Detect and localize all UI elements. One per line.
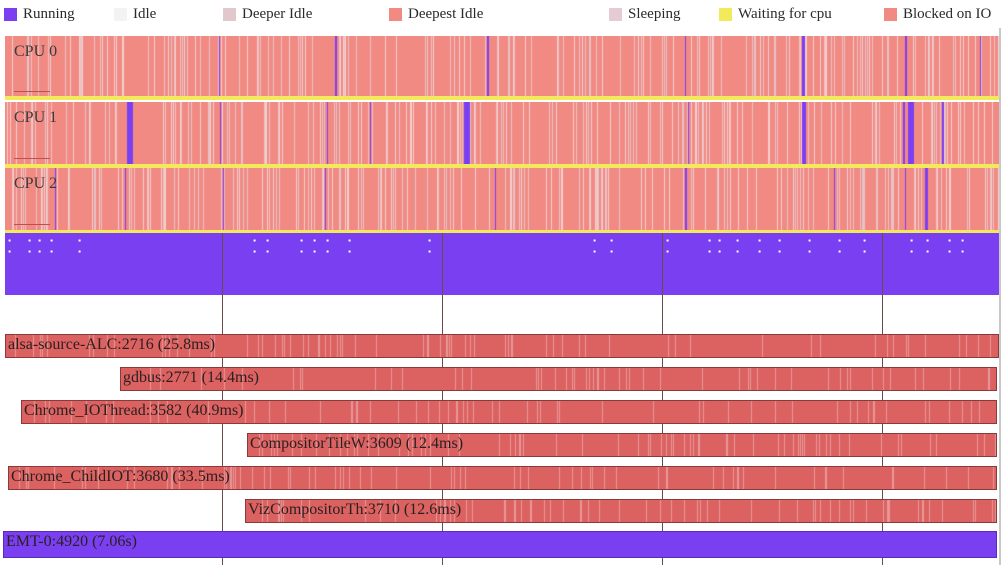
event-tick: ▪ ▪ xyxy=(607,236,616,256)
cpu-lane-1[interactable]: CPU 1 xyxy=(5,102,999,164)
time-gridline xyxy=(882,233,883,565)
legend-swatch-deepest-idle xyxy=(389,7,402,21)
event-tick: ▪ ▪ xyxy=(705,236,714,256)
event-tick: ▪ ▪ xyxy=(663,236,672,256)
legend-label-blocked-on-io: Blocked on IO xyxy=(903,5,992,22)
legend-label-running: Running xyxy=(23,5,75,22)
event-tick: ▪ ▪ xyxy=(47,236,56,256)
cpu-0-waiting-strip xyxy=(5,96,999,100)
legend-swatch-running xyxy=(4,7,17,21)
thread-state-strip xyxy=(22,401,996,423)
event-tick: ▪ ▪ xyxy=(310,236,319,256)
legend-label-waiting-for-cpu: Waiting for cpu xyxy=(738,5,832,22)
cpu-0-underline xyxy=(14,91,50,92)
time-gridline xyxy=(222,233,223,565)
event-tick: ▪ ▪ xyxy=(590,236,599,256)
event-tick: ▪ ▪ xyxy=(958,236,967,256)
thread-bar-gdbus[interactable]: gdbus:2771 (14.4ms) xyxy=(120,367,997,391)
legend-swatch-sleeping xyxy=(609,7,622,21)
thread-label: Chrome_IOThread:3582 (40.9ms) xyxy=(24,402,244,419)
event-tick: ▪ ▪ xyxy=(425,236,434,256)
time-gridline xyxy=(662,233,663,565)
event-tick: ▪ ▪ xyxy=(805,236,814,256)
event-tick: ▪ ▪ xyxy=(923,236,932,256)
event-tick: ▪ ▪ xyxy=(715,236,724,256)
cpu-1-underline xyxy=(14,158,50,159)
legend-item-sleeping[interactable]: Sleeping xyxy=(609,5,681,23)
cpu-2-underline xyxy=(14,224,50,225)
thread-label: CompositorTileW:3609 (12.4ms) xyxy=(250,435,464,452)
thread-bar-chrome-childiot[interactable]: Chrome_ChildIOT:3680 (33.5ms) xyxy=(8,466,997,490)
cpu-1-label: CPU 1 xyxy=(14,109,58,126)
cpu-2-state-strip xyxy=(5,168,999,230)
cpu-lane-2[interactable]: CPU 2 xyxy=(5,168,999,230)
thread-label: VizCompositorTh:3710 (12.6ms) xyxy=(248,501,462,518)
thread-label: Chrome_ChildIOT:3680 (33.5ms) xyxy=(11,468,230,485)
event-tick: ▪ ▪ xyxy=(755,236,764,256)
event-tick: ▪ ▪ xyxy=(323,236,332,256)
event-tick: ▪ ▪ xyxy=(345,236,354,256)
thread-bar-alsa-source-alc[interactable]: alsa-source-ALC:2716 (25.8ms) xyxy=(5,334,999,358)
cpu-2-waiting-strip xyxy=(5,230,999,234)
thread-bar-chrome-iothread[interactable]: Chrome_IOThread:3582 (40.9ms) xyxy=(21,400,997,424)
thread-bar-vizcompositorth[interactable]: VizCompositorTh:3710 (12.6ms) xyxy=(245,499,997,523)
event-tick: ▪ ▪ xyxy=(907,236,916,256)
event-tick: ▪ ▪ xyxy=(775,236,784,256)
legend-swatch-idle xyxy=(114,7,127,21)
event-tick: ▪ ▪ xyxy=(75,236,84,256)
state-legend: Running Idle Deeper Idle Deepest Idle Sl… xyxy=(0,0,1001,28)
event-tick: ▪ ▪ xyxy=(35,236,44,256)
legend-swatch-blocked-on-io xyxy=(884,7,897,21)
event-tick: ▪ ▪ xyxy=(25,236,34,256)
event-tick: ▪ ▪ xyxy=(263,236,272,256)
legend-label-idle: Idle xyxy=(133,5,157,22)
event-tick-marks: ▪ ▪ ▪ ▪ ▪ ▪ ▪ ▪ ▪ ▪ ▪ ▪ ▪ ▪ ▪ ▪ ▪ ▪ ▪ ▪ ▪ ▪ ▪ ▪ ▪ ▪ ▪… xyxy=(5,233,999,257)
thread-label: alsa-source-ALC:2716 (25.8ms) xyxy=(8,336,216,353)
thread-label: gdbus:2771 (14.4ms) xyxy=(123,369,259,386)
thread-state-strip xyxy=(6,335,998,357)
event-tick: ▪ ▪ xyxy=(5,236,14,256)
thread-state-strip xyxy=(121,368,996,390)
scrollbar-track[interactable] xyxy=(999,28,1001,565)
cpu-lane-0[interactable]: CPU 0 xyxy=(5,36,999,96)
event-tick: ▪ ▪ xyxy=(835,236,844,256)
legend-item-blocked-on-io[interactable]: Blocked on IO xyxy=(884,5,991,23)
cpu-0-label: CPU 0 xyxy=(14,43,58,60)
timeline-view[interactable]: CPU 0 CPU 1 CPU 2 ▪ ▪ ▪ ▪ ▪ ▪ ▪ ▪ ▪ ▪ ▪ ▪ ▪ ▪ ▪… xyxy=(0,28,1001,565)
legend-swatch-waiting-for-cpu xyxy=(719,7,732,21)
thread-bar-compositortilew[interactable]: CompositorTileW:3609 (12.4ms) xyxy=(247,433,997,457)
time-gridline xyxy=(442,233,443,565)
event-tick: ▪ ▪ xyxy=(733,236,742,256)
event-tick: ▪ ▪ xyxy=(860,236,869,256)
thread-state-strip xyxy=(248,434,996,456)
legend-item-deepest-idle[interactable]: Deepest Idle xyxy=(389,5,483,23)
cpu-1-waiting-strip xyxy=(5,164,999,168)
thread-state-strip xyxy=(9,467,996,489)
legend-label-sleeping: Sleeping xyxy=(628,5,681,22)
legend-item-deeper-idle[interactable]: Deeper Idle xyxy=(223,5,312,23)
legend-label-deepest-idle: Deepest Idle xyxy=(408,5,484,22)
thread-bar-emt-0[interactable]: EMT-0:4920 (7.06s) xyxy=(3,531,997,558)
legend-item-waiting-for-cpu[interactable]: Waiting for cpu xyxy=(719,5,832,23)
legend-item-running[interactable]: Running xyxy=(4,5,75,23)
legend-label-deeper-idle: Deeper Idle xyxy=(242,5,313,22)
legend-item-idle[interactable]: Idle xyxy=(114,5,156,23)
process-events-lane[interactable] xyxy=(5,233,999,295)
cpu-2-label: CPU 2 xyxy=(14,175,58,192)
event-tick: ▪ ▪ xyxy=(250,236,259,256)
thread-state-strip xyxy=(246,500,996,522)
event-tick: ▪ ▪ xyxy=(945,236,954,256)
cpu-1-state-strip xyxy=(5,102,999,164)
legend-swatch-deeper-idle xyxy=(223,7,236,21)
cpu-0-state-strip xyxy=(5,36,999,96)
thread-label: EMT-0:4920 (7.06s) xyxy=(6,533,137,550)
event-tick: ▪ ▪ xyxy=(297,236,306,256)
